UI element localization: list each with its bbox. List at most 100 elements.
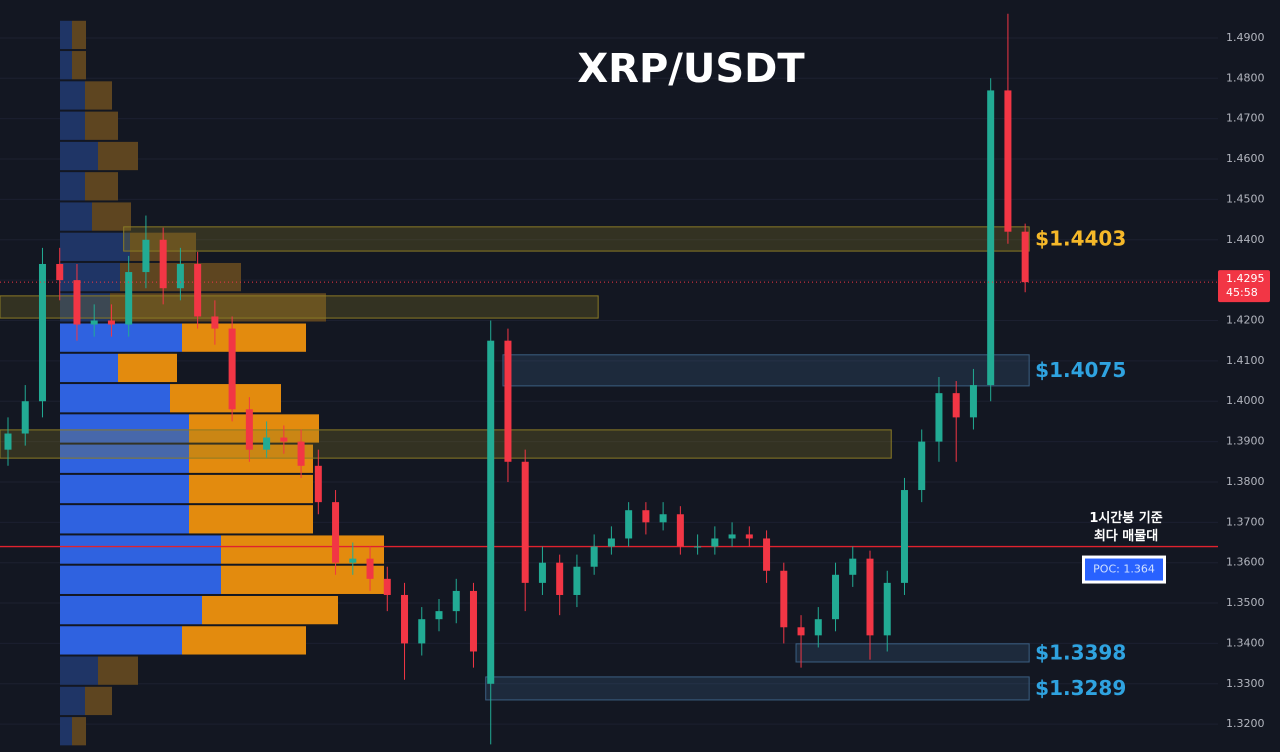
zone-label: $1.3398	[1035, 640, 1126, 664]
profile-buy	[60, 414, 189, 443]
y-tick-label: 1.4700	[1226, 112, 1265, 125]
profile-sell	[182, 323, 306, 352]
y-tick-label: 1.3400	[1226, 636, 1265, 649]
candle-body	[435, 611, 443, 620]
candle-body	[125, 272, 133, 325]
candle-body	[935, 393, 943, 442]
profile-sell	[98, 141, 138, 171]
y-tick-label: 1.3800	[1226, 475, 1265, 488]
y-tick-label: 1.4900	[1226, 31, 1265, 44]
candle-body	[211, 316, 219, 329]
profile-sell	[85, 111, 118, 140]
candle-body	[176, 263, 184, 289]
chart-title: XRP/USDT	[577, 46, 805, 92]
annotation: 최다 매물대	[1094, 528, 1158, 544]
y-tick-label: 1.4000	[1226, 394, 1265, 407]
profile-sell	[85, 686, 112, 716]
candle-body	[4, 433, 12, 450]
profile-sell	[92, 202, 131, 231]
candle-body	[969, 385, 977, 418]
candle-body	[159, 239, 167, 289]
candle-body	[487, 340, 495, 684]
candle-body	[711, 538, 719, 547]
candle-body	[814, 619, 822, 636]
annotation: 1시간봉 기준	[1089, 510, 1162, 526]
candle-body	[952, 393, 960, 418]
profile-buy	[60, 444, 189, 473]
profile-buy	[60, 384, 170, 413]
candle-body	[538, 562, 546, 583]
profile-sell	[189, 474, 313, 504]
zone	[0, 295, 599, 319]
candle-body	[314, 465, 322, 503]
zone-label: $1.3289	[1035, 676, 1126, 700]
profile-buy	[60, 686, 85, 716]
profile-sell	[221, 535, 384, 564]
profile-buy	[60, 81, 85, 110]
candle-body	[504, 340, 512, 462]
candle-body	[107, 320, 115, 325]
profile-sell	[118, 353, 177, 383]
y-tick-label: 1.4600	[1226, 152, 1265, 165]
candle-body	[849, 558, 857, 575]
profile-sell	[189, 505, 313, 534]
profile-buy	[60, 626, 182, 655]
candle-body	[607, 538, 615, 547]
candle-body	[918, 441, 926, 491]
candle-body	[987, 90, 995, 386]
y-tick-label: 1.3500	[1226, 596, 1265, 609]
price-countdown: 45:58	[1226, 286, 1258, 299]
candle-body	[332, 502, 340, 563]
zone	[502, 354, 1030, 387]
candle-body	[452, 590, 460, 612]
candle-body	[728, 534, 736, 539]
candle-body	[228, 328, 236, 410]
candle-body	[900, 490, 908, 583]
profile-buy	[60, 505, 189, 534]
y-tick-label: 1.4400	[1226, 233, 1265, 246]
candle-body	[590, 546, 598, 567]
candle-body	[245, 409, 253, 450]
profile-buy	[60, 172, 85, 201]
zone	[795, 643, 1030, 663]
candle-body	[797, 627, 805, 636]
profile-buy	[60, 474, 189, 504]
candle-body	[573, 566, 581, 595]
profile-buy	[60, 565, 221, 594]
candle-body	[659, 514, 667, 523]
y-tick-label: 1.4800	[1226, 71, 1265, 84]
candle-body	[780, 570, 788, 628]
profile-buy	[60, 202, 92, 231]
poc-label: POC: 1.364	[1093, 563, 1155, 576]
zone-label: $1.4403	[1035, 226, 1126, 250]
candle-body	[694, 546, 702, 548]
profile-buy	[60, 293, 110, 322]
candle-body	[383, 578, 391, 595]
profile-buy	[60, 353, 118, 383]
candle-body	[1021, 231, 1029, 283]
zone-label: $1.4075	[1035, 358, 1126, 382]
candle-body	[418, 619, 426, 644]
candle-body	[366, 558, 374, 579]
candle-body	[642, 510, 650, 523]
candle-body	[263, 437, 271, 450]
zone	[0, 429, 892, 459]
profile-sell	[98, 656, 138, 685]
candle-body	[556, 562, 564, 595]
candle-body	[56, 263, 64, 281]
candle-body	[21, 401, 29, 434]
profile-sell	[72, 51, 86, 80]
profile-sell	[85, 81, 112, 110]
profile-buy	[60, 111, 85, 140]
profile-sell	[202, 595, 338, 625]
candle-body	[521, 461, 529, 583]
candle-body	[625, 510, 633, 539]
candle-body	[38, 263, 46, 402]
candle-body	[883, 582, 891, 636]
candle-body	[832, 574, 840, 620]
y-tick-label: 1.3200	[1226, 717, 1265, 730]
profile-sell	[72, 717, 86, 746]
profile-buy	[60, 595, 202, 625]
y-tick-label: 1.3600	[1226, 556, 1265, 569]
